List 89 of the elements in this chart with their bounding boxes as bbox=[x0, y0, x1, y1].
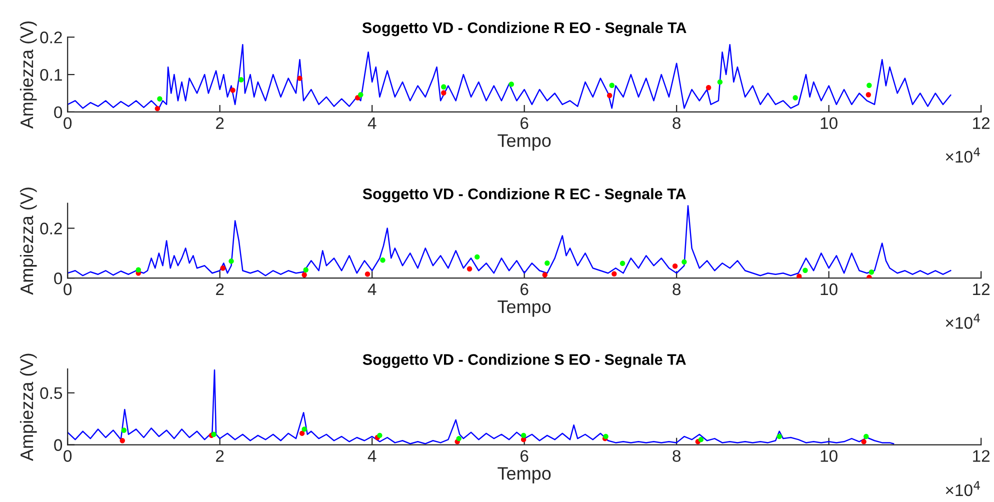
x-tick-label: 6 bbox=[520, 117, 528, 130]
point bbox=[776, 434, 782, 440]
point bbox=[866, 92, 872, 98]
point bbox=[211, 432, 216, 437]
point bbox=[864, 434, 869, 440]
point bbox=[612, 271, 617, 276]
text: ×10$^{4}$ bbox=[946, 314, 980, 329]
point bbox=[377, 432, 382, 438]
point bbox=[802, 268, 808, 273]
point bbox=[238, 77, 244, 82]
point bbox=[466, 266, 472, 272]
y-tick-label: 0 bbox=[54, 272, 62, 284]
y-tick-label: 0.1 bbox=[40, 68, 62, 81]
point bbox=[606, 92, 612, 98]
point bbox=[303, 267, 308, 272]
point bbox=[120, 438, 125, 444]
point bbox=[157, 96, 162, 102]
point bbox=[154, 106, 160, 112]
point bbox=[364, 272, 370, 277]
point bbox=[544, 260, 550, 266]
y-axis-title: Ampiezza (V) bbox=[20, 354, 37, 462]
x-tick-label: 2 bbox=[216, 450, 224, 462]
x-tick-label: 6 bbox=[520, 283, 528, 296]
point bbox=[796, 274, 802, 278]
y-tick-label: 0.2 bbox=[40, 222, 62, 234]
y-tick-label: 0.5 bbox=[40, 387, 62, 400]
x-tick-label: 4 bbox=[368, 450, 376, 462]
point bbox=[866, 82, 872, 88]
x-tick-label: 10 bbox=[820, 283, 838, 296]
point bbox=[717, 79, 723, 85]
point bbox=[868, 270, 874, 275]
y-axis-title: Ampiezza (V) bbox=[20, 188, 37, 295]
point bbox=[792, 95, 798, 100]
x-axis-title: Tempo bbox=[498, 467, 551, 484]
point bbox=[302, 426, 307, 432]
x-tick-label: 6 bbox=[520, 450, 528, 462]
point bbox=[230, 88, 236, 93]
x-axis-title: Tempo bbox=[498, 300, 551, 317]
point bbox=[358, 92, 364, 98]
x-tick-label: 0 bbox=[64, 450, 72, 462]
point bbox=[508, 82, 514, 87]
x-axis-title: Tempo bbox=[498, 134, 551, 151]
x-tick-label: 8 bbox=[672, 117, 680, 130]
point bbox=[380, 258, 386, 263]
point bbox=[474, 254, 480, 260]
text: ×10$^{4}$ bbox=[946, 148, 980, 163]
y-tick-label: 0 bbox=[54, 106, 62, 118]
x-tick-label: 8 bbox=[672, 283, 680, 296]
y-axis-title: Ampiezza (V) bbox=[20, 21, 37, 129]
point bbox=[299, 430, 305, 436]
x-tick-label: 0 bbox=[64, 283, 72, 296]
chart-title: Soggetto VD - Condizione R EC - Segnale TA bbox=[362, 188, 686, 202]
point bbox=[620, 260, 626, 266]
y-tick-label: 0.2 bbox=[40, 32, 62, 44]
x-tick-label: 0 bbox=[64, 117, 72, 130]
point bbox=[682, 259, 687, 264]
point bbox=[297, 76, 302, 81]
point bbox=[706, 85, 712, 90]
chart-title: Soggetto VD - Condizione R EO - Segnale TA bbox=[362, 22, 686, 36]
chart-title: Soggetto VD - Condizione S EO - Segnale TA bbox=[362, 354, 686, 368]
point bbox=[609, 82, 614, 88]
point bbox=[542, 272, 548, 278]
point bbox=[220, 266, 226, 271]
x-tick-label: 12 bbox=[973, 117, 990, 129]
x-tick-label: 4 bbox=[368, 284, 376, 296]
point bbox=[520, 432, 526, 438]
x-tick-label: 2 bbox=[216, 283, 224, 296]
x-tick-label: 8 bbox=[672, 450, 680, 462]
x-tick-label: 2 bbox=[216, 117, 224, 129]
point bbox=[866, 274, 872, 278]
point bbox=[672, 264, 678, 269]
point bbox=[441, 90, 446, 96]
x-tick-label: 4 bbox=[368, 117, 376, 129]
y-tick-label: 0 bbox=[54, 439, 62, 451]
x-tick-label: 10 bbox=[820, 117, 838, 130]
point bbox=[441, 84, 446, 90]
point bbox=[456, 436, 462, 442]
point bbox=[861, 439, 866, 444]
x-tick-label: 12 bbox=[973, 450, 990, 462]
point bbox=[698, 436, 704, 442]
point bbox=[355, 95, 360, 100]
point bbox=[136, 267, 141, 272]
x-tick-label: 12 bbox=[973, 283, 990, 296]
point bbox=[228, 258, 234, 264]
x-tick-label: 10 bbox=[820, 450, 838, 462]
point bbox=[302, 272, 307, 278]
line-series bbox=[68, 369, 894, 444]
point bbox=[121, 428, 127, 433]
text: ×10$^{4}$ bbox=[946, 481, 980, 496]
